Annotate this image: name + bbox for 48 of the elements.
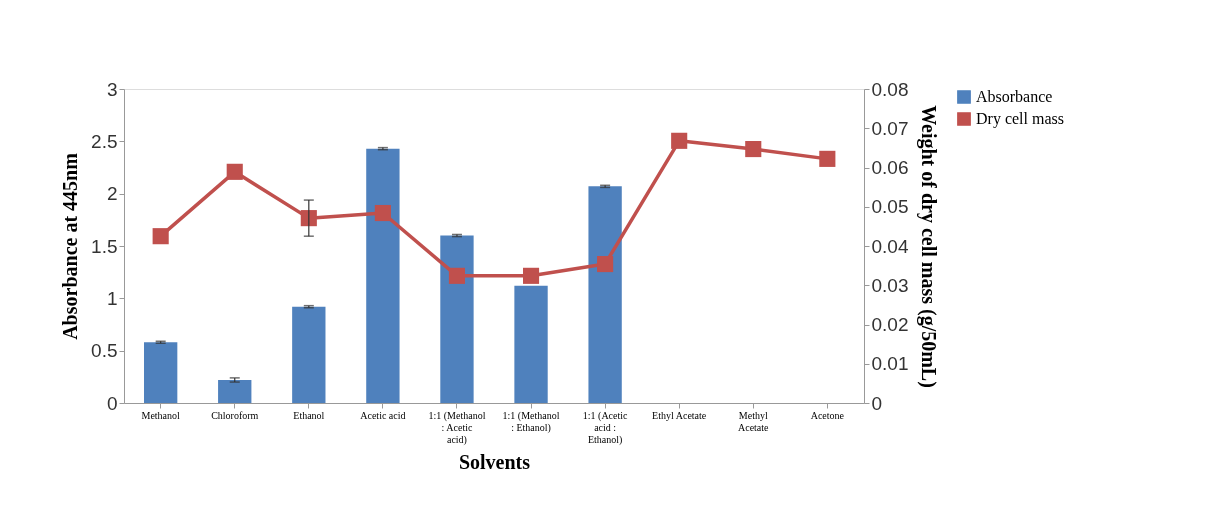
x-tick-label: Acetone — [810, 409, 845, 421]
y-tick-label: 2.5 — [91, 130, 118, 152]
y-tick-label: 2 — [106, 183, 118, 205]
y2-tick-label: 0.01 — [871, 353, 909, 375]
bar — [292, 306, 326, 403]
legend-label: Absorbance — [976, 88, 1053, 105]
y-tick-label: 0.5 — [91, 340, 118, 362]
y-tick-label: 1 — [106, 287, 118, 309]
x-tick-label: 1:1 (Methanol : Acetic acid) — [428, 409, 486, 446]
x-tick-label: Methanol — [141, 409, 181, 421]
x-tick-label: Acetic acid — [360, 409, 406, 421]
y2-tick-label: 0.05 — [871, 196, 909, 218]
x-tick-label: 1:1 (Methanol : Ethanol) — [502, 409, 560, 434]
y-tick-label: 3 — [106, 78, 118, 100]
x-tick-label: Ethyl Acetate — [652, 409, 707, 421]
bar — [514, 285, 548, 403]
bar — [144, 342, 178, 403]
bar — [588, 186, 622, 403]
point — [819, 150, 836, 167]
point — [671, 132, 688, 149]
y-axis-title: Absorbance at 445nm — [59, 152, 82, 340]
y2-axis-title: Weight of dry cell mass (g/50mL) — [917, 105, 941, 388]
y2-tick-label: 0.08 — [871, 78, 909, 100]
x-tick-label: Methyl Acetate — [737, 409, 770, 433]
y-tick-label: 0 — [106, 392, 118, 414]
bar — [218, 379, 252, 403]
y2-tick-label: 0.04 — [871, 235, 909, 257]
x-tick-label: Ethanol — [293, 409, 325, 421]
y2-tick-label: 0.06 — [871, 157, 909, 178]
y-tick-label: 1.5 — [91, 235, 118, 257]
point — [152, 228, 169, 245]
legend-label: Dry cell mass — [976, 110, 1064, 128]
x-axis-title: Solvents — [458, 450, 531, 473]
y2-tick-label: 0 — [871, 392, 883, 414]
point — [597, 255, 614, 273]
point — [300, 210, 317, 227]
y2-tick-label: 0.03 — [871, 274, 909, 296]
point — [745, 140, 762, 158]
y2-tick-label: 0.02 — [871, 314, 909, 335]
x-tick-label: Chloroform — [211, 409, 259, 421]
point — [448, 267, 466, 284]
bar — [366, 148, 400, 403]
y2-tick-label: 0.07 — [871, 117, 909, 139]
x-tick-label: 1:1 (Acetic acid : Ethanol) — [582, 409, 629, 446]
point — [226, 163, 243, 180]
point — [522, 267, 540, 284]
bar — [440, 235, 474, 403]
point — [374, 204, 391, 222]
